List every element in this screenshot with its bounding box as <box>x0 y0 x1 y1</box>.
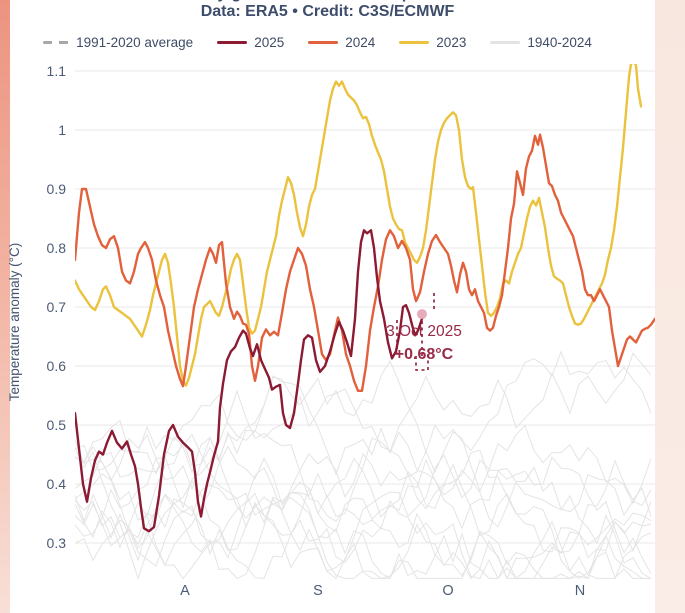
legend-item-label: 1940-2024 <box>527 35 592 50</box>
legend-item-1940-2024[interactable]: 1940-2024 <box>490 35 592 50</box>
annotation-date-label: 3 Oct 2025 <box>386 323 462 340</box>
historical-year-line <box>75 424 652 572</box>
y-axis-tick-label: 0.4 <box>47 476 67 492</box>
legend-item-2023[interactable]: 2023 <box>399 35 466 50</box>
legend-item-label: 2025 <box>254 35 285 50</box>
legend-dashed-line-icon <box>43 41 70 44</box>
historical-year-line <box>75 389 652 580</box>
x-axis-tick-label: N <box>575 583 585 599</box>
right-gradient-border <box>655 0 685 613</box>
y-axis-tick-label: 0.9 <box>47 181 67 197</box>
legend-line-icon <box>308 41 339 44</box>
historical-year-line <box>75 449 651 580</box>
historical-year-line <box>75 439 652 580</box>
y-axis-tick-label: 0.5 <box>47 417 67 433</box>
historical-year-line <box>75 375 652 574</box>
x-axis-tick-label: A <box>180 583 190 599</box>
historical-year-line <box>75 458 652 580</box>
legend-line-icon <box>399 41 430 44</box>
series-line-2025[interactable] <box>75 229 424 533</box>
y-axis-tick-label: 0.3 <box>47 535 67 551</box>
legend-item-1991-2020-average[interactable]: 1991-2020 average <box>43 35 193 50</box>
legend-line-icon <box>490 41 521 44</box>
annotation-dashed-box <box>415 356 429 371</box>
y-axis-tick-label: 0.8 <box>47 240 67 256</box>
historical-year-line <box>75 350 652 500</box>
chart-subtitle: Data: ERA5 • Credit: C3S/ECMWF <box>200 3 455 20</box>
y-axis-tick-label: 0.7 <box>47 299 67 315</box>
legend-item-label: 2024 <box>345 35 376 50</box>
historical-year-line <box>75 445 652 580</box>
historical-year-line <box>75 496 652 580</box>
historical-year-line <box>75 352 652 537</box>
background-series-1940-2024 <box>75 350 652 580</box>
latest-point-marker[interactable] <box>417 309 427 320</box>
legend-item-label: 1991-2020 average <box>76 35 194 50</box>
legend-line-icon <box>217 41 248 44</box>
x-axis-tick-label: O <box>442 583 453 599</box>
legend-item-label: 2023 <box>436 35 467 50</box>
historical-year-line <box>75 388 652 559</box>
chart-legend: 1991-2020 average 2025 2024 2023 1940-2024 <box>0 35 655 50</box>
legend-item-2025[interactable]: 2025 <box>217 35 284 50</box>
y-axis-tick-label: 1 <box>58 122 66 138</box>
y-axis-tick-label: 1.1 <box>47 63 67 79</box>
historical-year-line <box>75 447 651 580</box>
annotation-value-label: +0.68°C <box>395 346 454 363</box>
series-line-2024[interactable] <box>75 133 655 392</box>
page-title-cropped: Daily global surface air temperature <box>0 0 655 3</box>
legend-item-2024[interactable]: 2024 <box>308 35 375 50</box>
y-axis-title: Temperature anomaly (°C) <box>7 243 22 401</box>
series-line-2023[interactable] <box>75 62 643 387</box>
x-axis-tick-label: S <box>313 583 323 599</box>
historical-year-line <box>75 431 652 517</box>
y-axis-tick-label: 0.6 <box>47 358 67 374</box>
left-gradient-border <box>0 0 10 613</box>
latest-value-annotation: 3 Oct 2025 +0.68°C <box>386 293 462 371</box>
